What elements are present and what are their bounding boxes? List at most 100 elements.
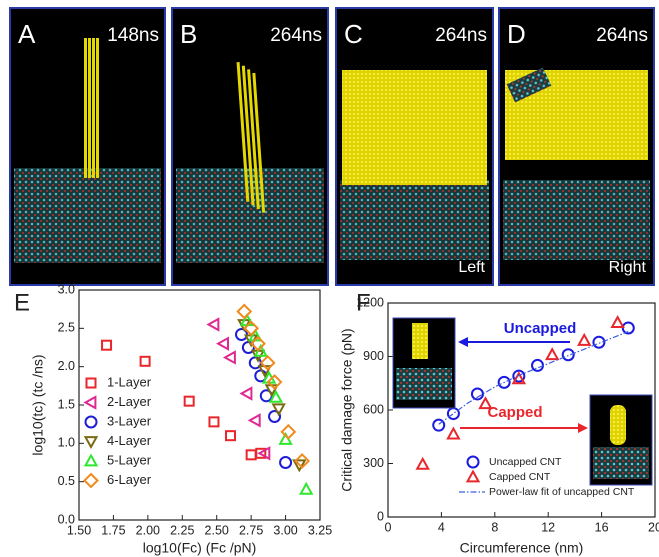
inset-membrane xyxy=(396,368,452,400)
y-tick-label: 1.0 xyxy=(58,436,75,450)
data-point xyxy=(299,481,314,495)
legend-label: 2-Layer xyxy=(107,394,152,409)
legend-label: 5-Layer xyxy=(107,452,152,467)
x-tick-label: 4 xyxy=(438,520,445,534)
legend-label: 3-Layer xyxy=(107,413,152,428)
x-tick-label: 8 xyxy=(491,520,498,534)
legend-swatch xyxy=(83,395,97,410)
data-point xyxy=(446,407,460,421)
data-point xyxy=(271,403,286,417)
data-point xyxy=(243,320,260,337)
legend-swatch xyxy=(83,436,99,450)
fit-line xyxy=(438,330,629,425)
annotation: Capped xyxy=(487,404,542,421)
legend-swatch xyxy=(84,415,98,429)
x-tick-label: 3.25 xyxy=(308,523,332,537)
data-point xyxy=(268,389,284,403)
x-tick-label: 12 xyxy=(541,520,555,534)
data-point xyxy=(470,387,484,401)
x-tick-label: 3.00 xyxy=(273,523,297,537)
legend-label: Power-law fit of uncapped CNT xyxy=(489,486,635,498)
nanotube xyxy=(88,38,91,178)
legend-swatch xyxy=(83,453,99,467)
panel-time: 264ns xyxy=(435,25,487,46)
data-point xyxy=(478,396,493,410)
panel-caption: Right xyxy=(609,259,647,276)
y-tick-label: 300 xyxy=(363,456,384,470)
y-tick-label: 1.5 xyxy=(58,397,75,411)
data-point xyxy=(292,459,307,473)
x-tick-label: 2.00 xyxy=(136,523,160,537)
data-point xyxy=(266,374,283,390)
panel-letter: E xyxy=(14,289,30,316)
data-point xyxy=(545,347,560,361)
data-point xyxy=(280,423,297,440)
data-point xyxy=(497,375,511,389)
legend-swatch xyxy=(465,469,481,483)
data-point xyxy=(415,456,430,470)
data-point xyxy=(247,413,261,428)
data-point xyxy=(216,336,229,351)
membrane-patch xyxy=(506,67,552,103)
nanotube xyxy=(84,38,87,178)
arrowhead xyxy=(578,423,588,433)
panel-caption: Left xyxy=(458,259,485,276)
legend-swatch xyxy=(83,472,99,489)
x-tick-label: 2.50 xyxy=(205,523,229,537)
panel-letter: B xyxy=(180,19,197,49)
legend-label: 4-Layer xyxy=(107,433,152,448)
panel-letter: C xyxy=(344,19,363,49)
y-tick-label: 2.0 xyxy=(58,359,75,373)
y-tick-label: 900 xyxy=(363,349,384,363)
y-tick-label: 0.5 xyxy=(58,474,75,488)
nanotube xyxy=(247,69,260,210)
data-point xyxy=(446,426,461,440)
panel-letter: F xyxy=(356,289,371,316)
data-point xyxy=(279,456,293,469)
y-tick-label: 3.0 xyxy=(58,282,75,296)
y-axis-label: Critical damage force (pN) xyxy=(339,328,355,491)
y-tick-label: 0 xyxy=(377,509,384,523)
inset-tube xyxy=(412,323,428,359)
panel-time: 148ns xyxy=(107,25,159,46)
y-tick-label: 600 xyxy=(363,402,384,416)
data-point xyxy=(432,418,446,432)
y-axis-label: log10(tc) (tc /ns) xyxy=(30,354,46,455)
nanotube xyxy=(241,65,255,206)
x-tick-label: 1.50 xyxy=(67,523,91,537)
data-point xyxy=(561,348,575,362)
x-tick-label: 2.25 xyxy=(170,523,194,537)
annotation: Uncapped xyxy=(504,320,577,337)
data-point xyxy=(531,358,545,372)
graphene-sheet xyxy=(342,70,487,185)
x-tick-label: 0 xyxy=(385,520,392,534)
data-point xyxy=(257,446,271,461)
inset-membrane xyxy=(593,447,649,479)
y-tick-label: 0.0 xyxy=(58,512,75,526)
nanotube xyxy=(96,38,99,178)
nanotube xyxy=(92,38,95,178)
x-axis-label: Circumference (nm) xyxy=(460,540,584,556)
data-point xyxy=(224,430,236,442)
x-tick-label: 16 xyxy=(595,520,609,534)
data-point xyxy=(139,355,151,367)
x-tick-label: 20 xyxy=(648,520,659,534)
data-point xyxy=(259,354,276,371)
legend-label: 1-Layer xyxy=(107,374,152,389)
data-point xyxy=(592,335,606,349)
inset-tube xyxy=(610,405,626,445)
panel-time: 264ns xyxy=(270,25,322,46)
panel-time: 264ns xyxy=(596,25,648,46)
membrane xyxy=(14,168,161,263)
data-point xyxy=(512,369,526,383)
legend-label: Uncapped CNT xyxy=(489,456,562,468)
legend-swatch xyxy=(85,377,97,389)
data-point xyxy=(255,447,267,459)
arrowhead xyxy=(458,337,468,347)
membrane xyxy=(503,180,650,260)
legend-swatch xyxy=(466,455,480,469)
data-point xyxy=(222,350,236,365)
data-point xyxy=(206,317,220,332)
data-point xyxy=(208,416,220,428)
